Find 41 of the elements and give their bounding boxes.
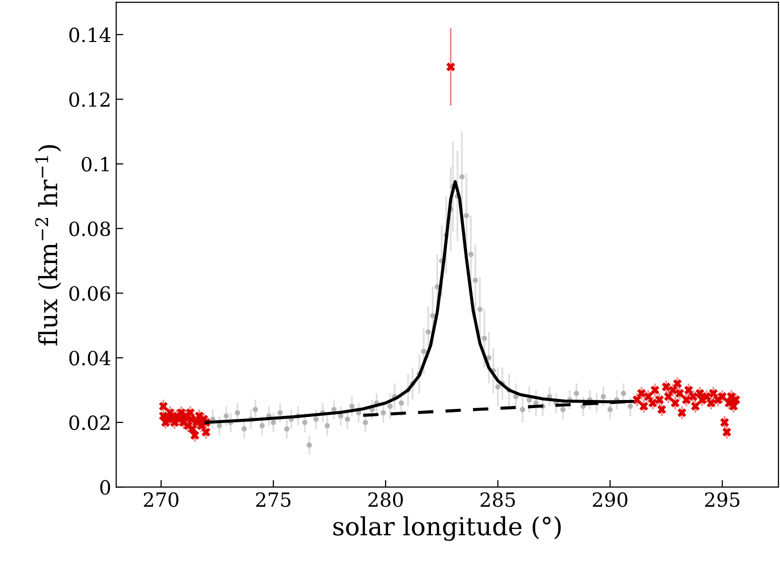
x-tick-label: 295 [705,492,740,507]
point [706,398,716,408]
point [655,395,664,404]
point [675,388,684,398]
point [702,392,711,401]
x-tick-label: 285 [480,492,515,507]
y-tick-label: 0.14 [69,28,110,42]
y-axis-title: flux (km$^{−2}$ hr$^{−1}$) [35,145,62,346]
y-tick-label: 0.06 [69,286,110,301]
point [690,402,700,411]
point [688,392,698,401]
y-tick-label: 0.02 [69,415,110,430]
y-tick-label: 0.12 [69,92,110,107]
x-tick-label: 275 [256,492,290,507]
point [664,392,673,401]
point [682,395,691,404]
point [695,388,704,398]
point [729,402,738,411]
point [668,386,678,394]
point [166,408,174,418]
x-tick-label: 290 [592,492,628,507]
point [678,408,686,418]
x-tick-label: 270 [144,492,178,507]
point [644,392,653,401]
point [708,388,718,398]
x-axis-title: solar longitude (°) [333,516,561,541]
point [446,62,456,72]
point [720,418,729,427]
point [662,382,671,392]
point [650,386,660,394]
point [718,392,727,401]
y-tick-label: 0.04 [69,350,110,366]
point [673,379,682,388]
x-tick-label: 280 [368,492,403,507]
point [722,428,732,437]
point [657,405,666,414]
point [731,395,740,404]
y-tick-label: 0.1 [82,156,109,172]
point [684,386,694,394]
y-tick-label: 0.08 [69,221,110,236]
y-tick-label: 0 [100,480,110,495]
